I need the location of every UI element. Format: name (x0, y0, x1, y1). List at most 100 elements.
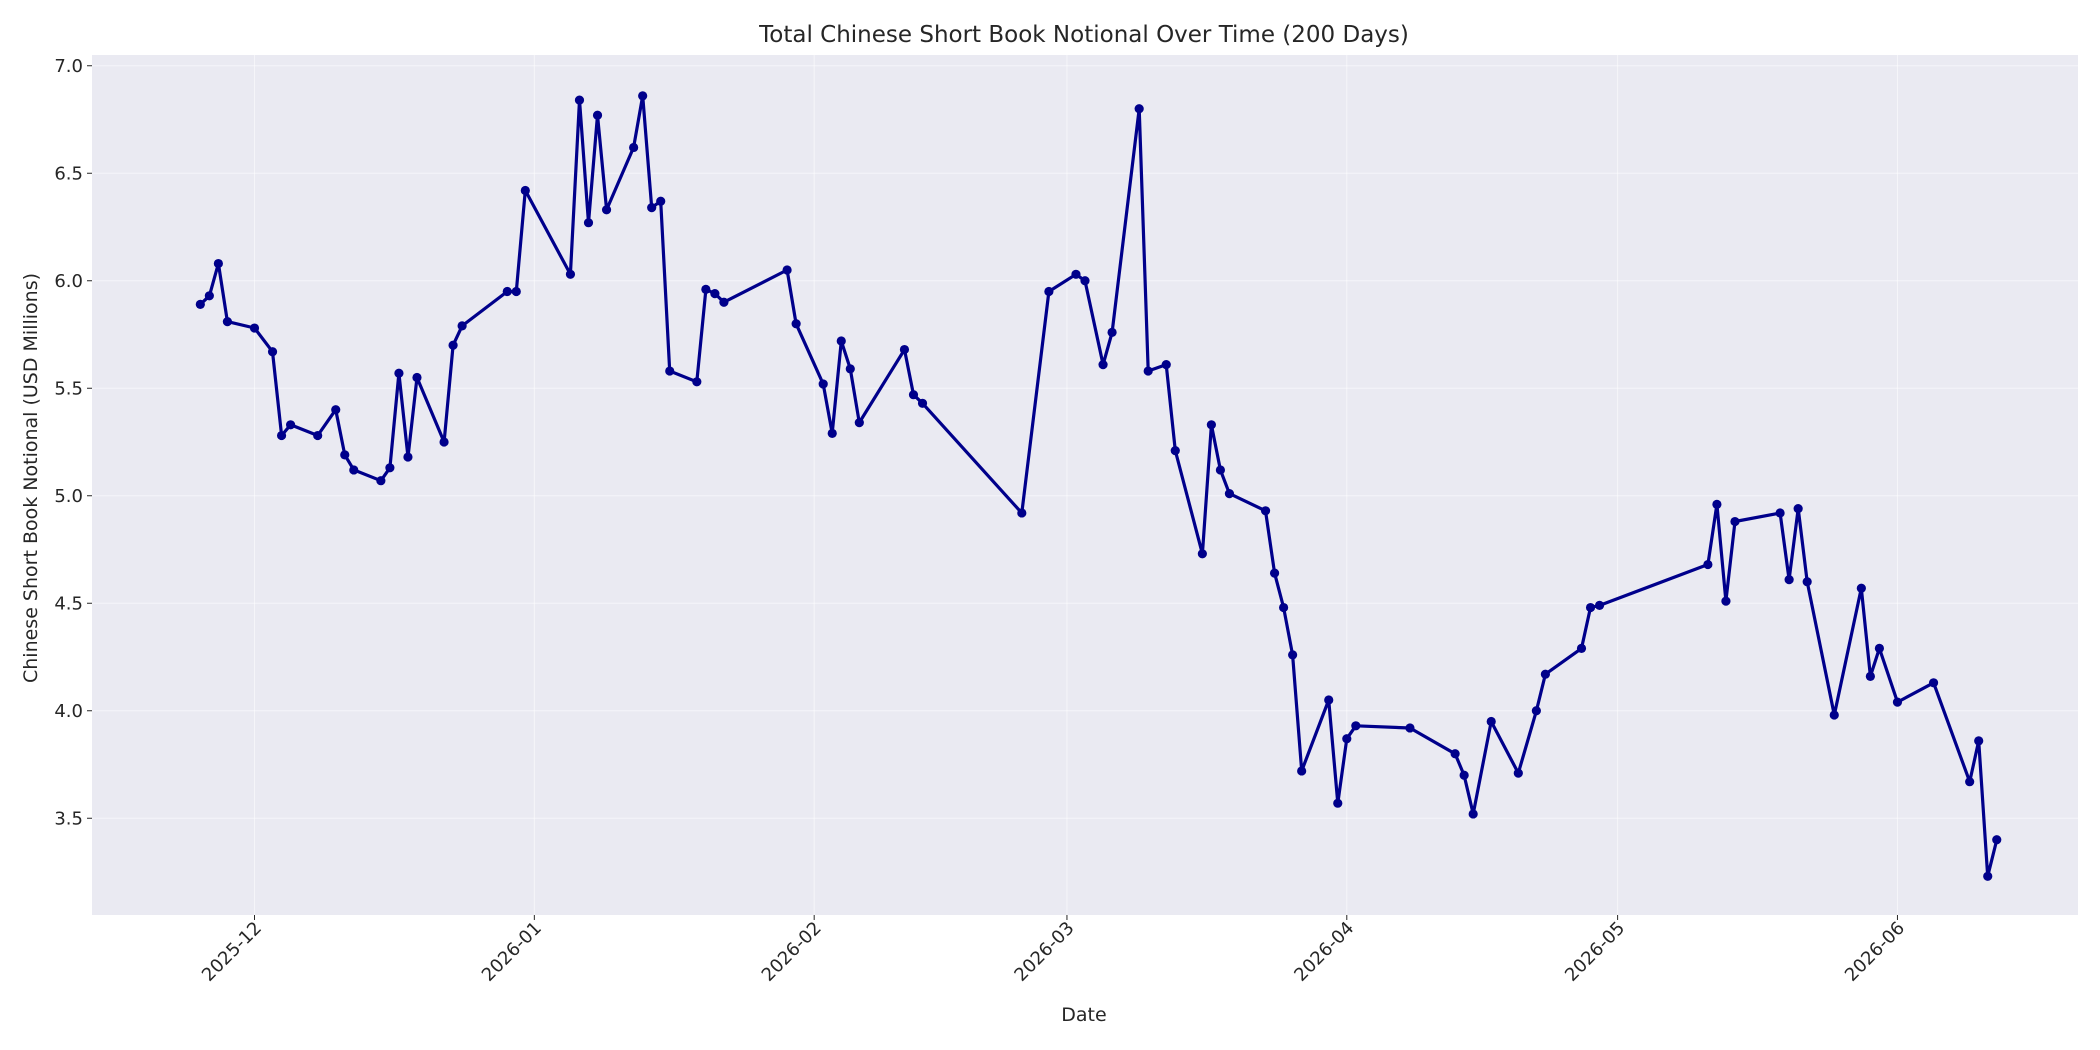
data-point (520, 185, 530, 196)
data-point (647, 203, 657, 213)
data-point (917, 398, 928, 408)
data-point (710, 289, 720, 299)
y-axis-label: Chinese Short Book Notional (USD Million… (20, 273, 42, 683)
data-point (791, 319, 801, 329)
data-point (1161, 360, 1171, 370)
data-point (1107, 327, 1117, 337)
data-point (1224, 489, 1235, 499)
data-point (1206, 420, 1216, 430)
data-point (1856, 583, 1866, 593)
data-point (592, 110, 603, 120)
y-tick-label: 5.5 (54, 378, 83, 399)
data-point (511, 286, 521, 297)
data-point (1017, 508, 1027, 518)
data-point (1721, 596, 1731, 606)
data-point (1143, 366, 1153, 376)
y-tick-label: 3.5 (54, 808, 83, 829)
data-point (1333, 798, 1343, 808)
data-point (313, 430, 323, 441)
y-tick-label: 7.0 (54, 56, 83, 77)
data-point (1829, 710, 1839, 720)
y-tick-label: 5.0 (54, 486, 83, 507)
data-point (1134, 104, 1144, 114)
data-point (286, 420, 296, 430)
data-point (719, 297, 729, 307)
data-point (638, 91, 648, 101)
data-point (574, 95, 585, 105)
data-point (502, 286, 512, 297)
data-point (1531, 706, 1541, 716)
data-point (854, 418, 864, 428)
data-point (1703, 559, 1713, 570)
data-point (1775, 508, 1785, 518)
data-point (1594, 600, 1605, 611)
data-point (1784, 575, 1794, 585)
data-point (1965, 777, 1975, 787)
y-tick-label: 4.5 (54, 593, 83, 614)
x-tick-label: 2026-02 (758, 918, 826, 986)
data-point (276, 430, 287, 441)
data-point (457, 321, 467, 331)
data-point (665, 366, 675, 376)
data-point (448, 340, 458, 350)
y-axis-ticks: 3.5 4.0 4.5 5.0 5.5 6.0 6.5 7.0 (54, 56, 92, 829)
data-point (1486, 716, 1496, 727)
data-point (1044, 286, 1054, 297)
x-tick-label: 2026-03 (1010, 918, 1078, 986)
data-point (1712, 499, 1722, 509)
y-tick-label: 4.0 (54, 701, 83, 722)
data-point (629, 142, 639, 153)
data-point (1992, 835, 2002, 845)
x-axis-label: Date (1061, 1004, 1106, 1026)
data-point (403, 452, 413, 462)
y-tick-label: 6.5 (54, 163, 83, 184)
data-point (1297, 766, 1307, 776)
x-tick-label: 2026-01 (478, 918, 546, 986)
data-point (845, 364, 855, 374)
x-axis-ticks: 2025-12 2026-01 2026-02 2026-03 2026-04 2026-… (198, 915, 1909, 986)
data-point (1080, 276, 1090, 286)
data-point (1513, 768, 1523, 778)
chart-title: Total Chinese Short Book Notional Over T… (758, 22, 1409, 48)
data-point (1892, 697, 1903, 707)
data-point (394, 368, 404, 378)
data-point (1342, 734, 1352, 744)
data-point (1324, 695, 1334, 705)
data-point (1585, 602, 1596, 613)
data-point (340, 450, 350, 460)
data-point (1405, 723, 1415, 733)
data-point (1540, 669, 1550, 679)
data-point (565, 269, 576, 279)
data-point (1098, 360, 1108, 370)
data-point (1793, 504, 1803, 514)
data-point (1260, 506, 1271, 516)
data-point (1170, 446, 1180, 456)
data-point (1802, 577, 1812, 587)
data-point (1450, 749, 1460, 759)
data-point (1576, 643, 1587, 654)
data-point (818, 379, 828, 389)
data-point (385, 463, 395, 473)
data-point (195, 299, 205, 309)
data-point (1351, 721, 1361, 731)
data-point (656, 196, 666, 206)
data-point (827, 428, 837, 438)
data-point (1269, 568, 1280, 578)
data-point (1730, 516, 1740, 527)
data-point (349, 465, 359, 475)
plot-area (92, 55, 2078, 915)
data-point (1215, 465, 1226, 475)
x-tick-label: 2026-04 (1290, 918, 1358, 986)
data-point (583, 218, 594, 228)
data-point (1928, 678, 1939, 688)
data-point (412, 372, 422, 383)
data-point (1197, 549, 1207, 559)
data-point (701, 284, 711, 294)
data-point (692, 377, 702, 387)
data-point (1974, 736, 1984, 746)
y-tick-label: 6.0 (54, 271, 83, 292)
x-tick-label: 2025-12 (198, 918, 266, 986)
data-point (782, 265, 792, 275)
